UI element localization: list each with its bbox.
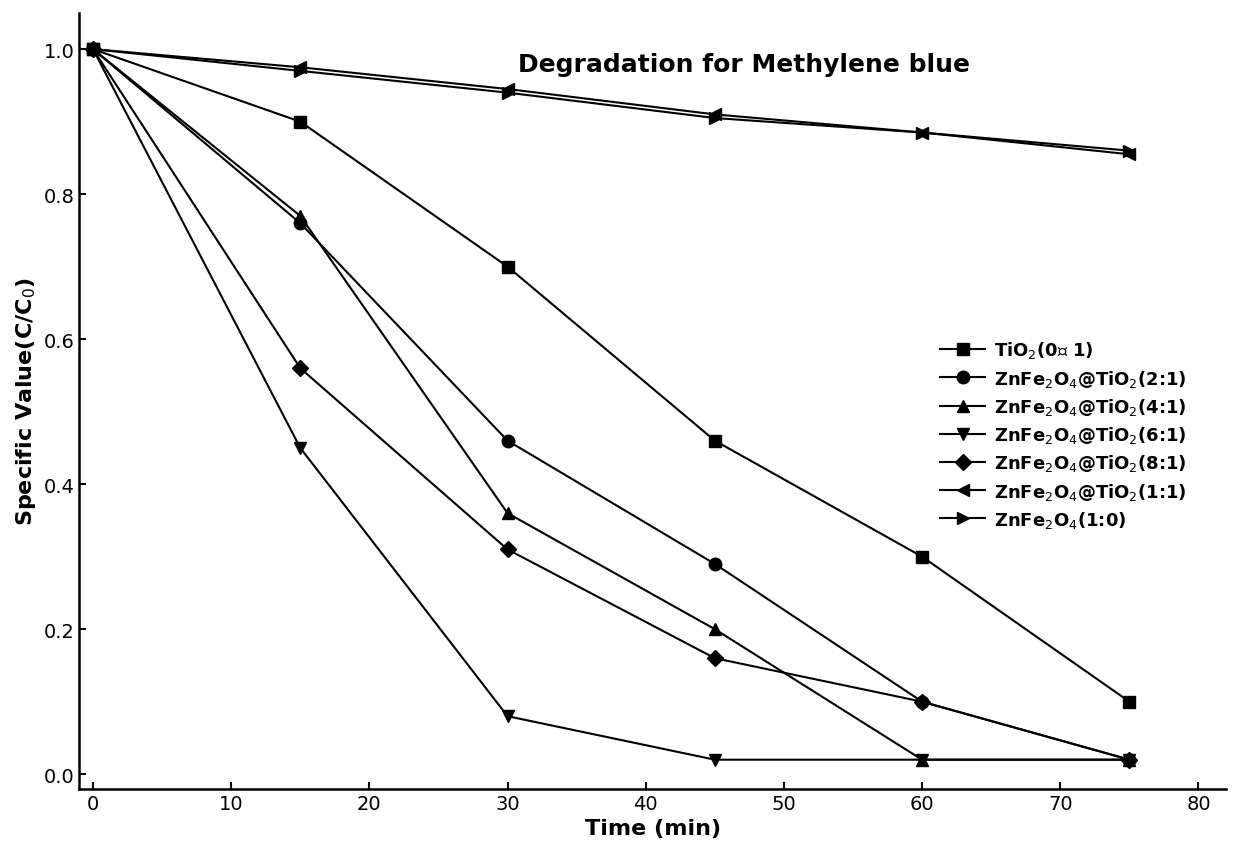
ZnFe$_2$O$_4$@TiO$_2$(8:1): [707, 653, 722, 664]
ZnFe$_2$O$_4$@TiO$_2$(6:1): [915, 755, 930, 765]
ZnFe$_2$O$_4$@TiO$_2$(8:1): [86, 45, 100, 55]
Line: ZnFe$_2$O$_4$(1:0): ZnFe$_2$O$_4$(1:0): [87, 43, 1136, 158]
ZnFe$_2$O$_4$(1:0): [86, 45, 100, 55]
ZnFe$_2$O$_4$(1:0): [293, 66, 308, 77]
ZnFe$_2$O$_4$@TiO$_2$(4:1): [1122, 755, 1137, 765]
Line: ZnFe$_2$O$_4$@TiO$_2$(4:1): ZnFe$_2$O$_4$@TiO$_2$(4:1): [87, 43, 1136, 766]
ZnFe$_2$O$_4$@TiO$_2$(1:1): [293, 63, 308, 73]
ZnFe$_2$O$_4$@TiO$_2$(8:1): [293, 364, 308, 374]
Text: Degradation for Methylene blue: Degradation for Methylene blue: [518, 53, 971, 77]
TiO$_2$(0： 1): [1122, 697, 1137, 707]
ZnFe$_2$O$_4$@TiO$_2$(2:1): [707, 559, 722, 569]
ZnFe$_2$O$_4$(1:0): [1122, 147, 1137, 157]
Line: TiO$_2$(0： 1): TiO$_2$(0： 1): [87, 43, 1136, 708]
ZnFe$_2$O$_4$(1:0): [707, 114, 722, 124]
TiO$_2$(0： 1): [500, 262, 515, 273]
ZnFe$_2$O$_4$@TiO$_2$(6:1): [86, 45, 100, 55]
ZnFe$_2$O$_4$@TiO$_2$(4:1): [707, 625, 722, 635]
Line: ZnFe$_2$O$_4$@TiO$_2$(6:1): ZnFe$_2$O$_4$@TiO$_2$(6:1): [87, 43, 1136, 766]
Line: ZnFe$_2$O$_4$@TiO$_2$(1:1): ZnFe$_2$O$_4$@TiO$_2$(1:1): [87, 43, 1136, 161]
ZnFe$_2$O$_4$@TiO$_2$(2:1): [293, 219, 308, 229]
ZnFe$_2$O$_4$@TiO$_2$(2:1): [86, 45, 100, 55]
Y-axis label: Specific Value(C/C$_0$): Specific Value(C/C$_0$): [14, 277, 38, 526]
Line: ZnFe$_2$O$_4$@TiO$_2$(2:1): ZnFe$_2$O$_4$@TiO$_2$(2:1): [87, 43, 1136, 766]
ZnFe$_2$O$_4$@TiO$_2$(6:1): [707, 755, 722, 765]
ZnFe$_2$O$_4$@TiO$_2$(6:1): [293, 443, 308, 453]
ZnFe$_2$O$_4$(1:0): [500, 89, 515, 99]
TiO$_2$(0： 1): [86, 45, 100, 55]
X-axis label: Time (min): Time (min): [584, 818, 720, 838]
ZnFe$_2$O$_4$@TiO$_2$(6:1): [1122, 755, 1137, 765]
ZnFe$_2$O$_4$@TiO$_2$(1:1): [500, 85, 515, 95]
Legend: TiO$_2$(0： 1), ZnFe$_2$O$_4$@TiO$_2$(2:1), ZnFe$_2$O$_4$@TiO$_2$(4:1), ZnFe$_2$O: TiO$_2$(0： 1), ZnFe$_2$O$_4$@TiO$_2$(2:1…: [932, 333, 1194, 538]
ZnFe$_2$O$_4$@TiO$_2$(4:1): [915, 755, 930, 765]
ZnFe$_2$O$_4$@TiO$_2$(1:1): [86, 45, 100, 55]
ZnFe$_2$O$_4$@TiO$_2$(4:1): [500, 509, 515, 519]
TiO$_2$(0： 1): [915, 552, 930, 562]
ZnFe$_2$O$_4$(1:0): [915, 129, 930, 139]
ZnFe$_2$O$_4$@TiO$_2$(1:1): [915, 129, 930, 139]
ZnFe$_2$O$_4$@TiO$_2$(4:1): [86, 45, 100, 55]
ZnFe$_2$O$_4$@TiO$_2$(4:1): [293, 211, 308, 222]
ZnFe$_2$O$_4$@TiO$_2$(8:1): [1122, 755, 1137, 765]
ZnFe$_2$O$_4$@TiO$_2$(6:1): [500, 711, 515, 722]
ZnFe$_2$O$_4$@TiO$_2$(8:1): [915, 697, 930, 707]
ZnFe$_2$O$_4$@TiO$_2$(2:1): [1122, 755, 1137, 765]
ZnFe$_2$O$_4$@TiO$_2$(2:1): [915, 697, 930, 707]
ZnFe$_2$O$_4$@TiO$_2$(2:1): [500, 436, 515, 446]
ZnFe$_2$O$_4$@TiO$_2$(1:1): [1122, 150, 1137, 160]
TiO$_2$(0： 1): [707, 436, 722, 446]
ZnFe$_2$O$_4$@TiO$_2$(1:1): [707, 110, 722, 120]
Line: ZnFe$_2$O$_4$@TiO$_2$(8:1): ZnFe$_2$O$_4$@TiO$_2$(8:1): [88, 44, 1135, 765]
TiO$_2$(0： 1): [293, 118, 308, 128]
ZnFe$_2$O$_4$@TiO$_2$(8:1): [500, 544, 515, 555]
